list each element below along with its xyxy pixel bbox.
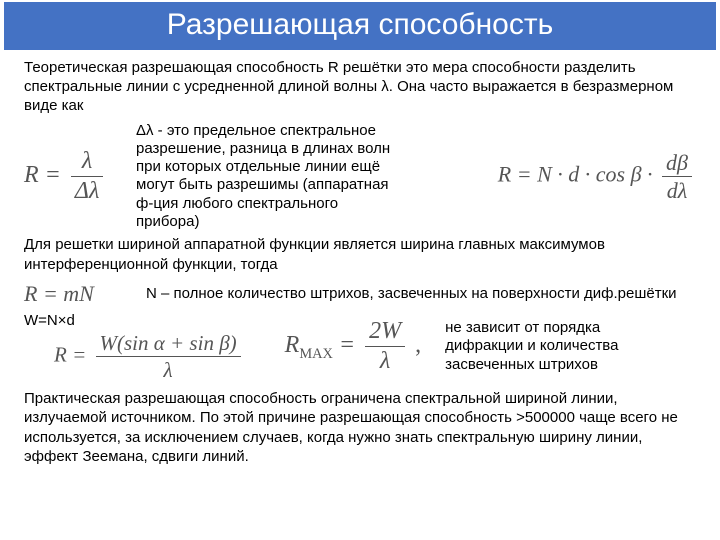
formula-rmax-pre: R [285, 332, 300, 358]
formula-r-lambda-den: Δλ [71, 177, 103, 204]
formula-rmax-num: 2W [365, 319, 405, 347]
slide-content: Теоретическая разрешающая способность R … [0, 58, 720, 466]
formula-r-ndcos-prefix: R = N · d · cos β · [498, 162, 653, 187]
formula-row-3: W=N×d R = W(sin α + sin β) λ RMAX = 2W λ… [24, 312, 696, 381]
intro-paragraph: Теоретическая разрешающая способность R … [24, 58, 696, 116]
rmax-explain: не зависит от порядка дифракции и количе… [445, 319, 645, 374]
formula-r-wsin-den: λ [96, 357, 241, 381]
formula-r-wsin-lhs: R = [54, 343, 86, 367]
formula-rmax: RMAX = 2W λ , [285, 319, 421, 374]
formula-row-1: R = λ Δλ Δλ - это предельное спектрально… [24, 122, 696, 232]
formula-r-ndcos: R = N · d · cos β · dβ dλ [498, 151, 696, 202]
delta-lambda-explain: Δλ - это предельное спектральное разреше… [136, 122, 396, 232]
formula-r-lambda-num: λ [71, 149, 103, 177]
formula-rmax-sub: MAX [299, 346, 333, 362]
formula-rmax-den: λ [365, 347, 405, 374]
formula-r-wsin-num: W(sin α + sin β) [96, 332, 241, 357]
w-equation: W=N×d [24, 312, 75, 330]
formula-r-lambda-lhs: R = [24, 162, 61, 188]
formula-row-2: R = mN N – полное количество штрихов, за… [24, 280, 696, 308]
slide-title: Разрешающая способность [4, 2, 716, 50]
apparatus-paragraph: Для решетки шириной аппаратной функции я… [24, 235, 696, 273]
formula-r-mn: R = mN [24, 280, 134, 308]
formula-r-wsin: R = W(sin α + sin β) λ [54, 332, 245, 381]
practical-paragraph: Практическая разрешающая способность огр… [24, 389, 696, 466]
formula-rmax-post: = [333, 332, 355, 358]
formula-r-ndcos-den: dλ [662, 177, 692, 202]
n-explain: N – полное количество штрихов, засвеченн… [146, 285, 677, 303]
formula-r-lambda: R = λ Δλ [24, 149, 124, 204]
formula-r-ndcos-num: dβ [662, 151, 692, 177]
